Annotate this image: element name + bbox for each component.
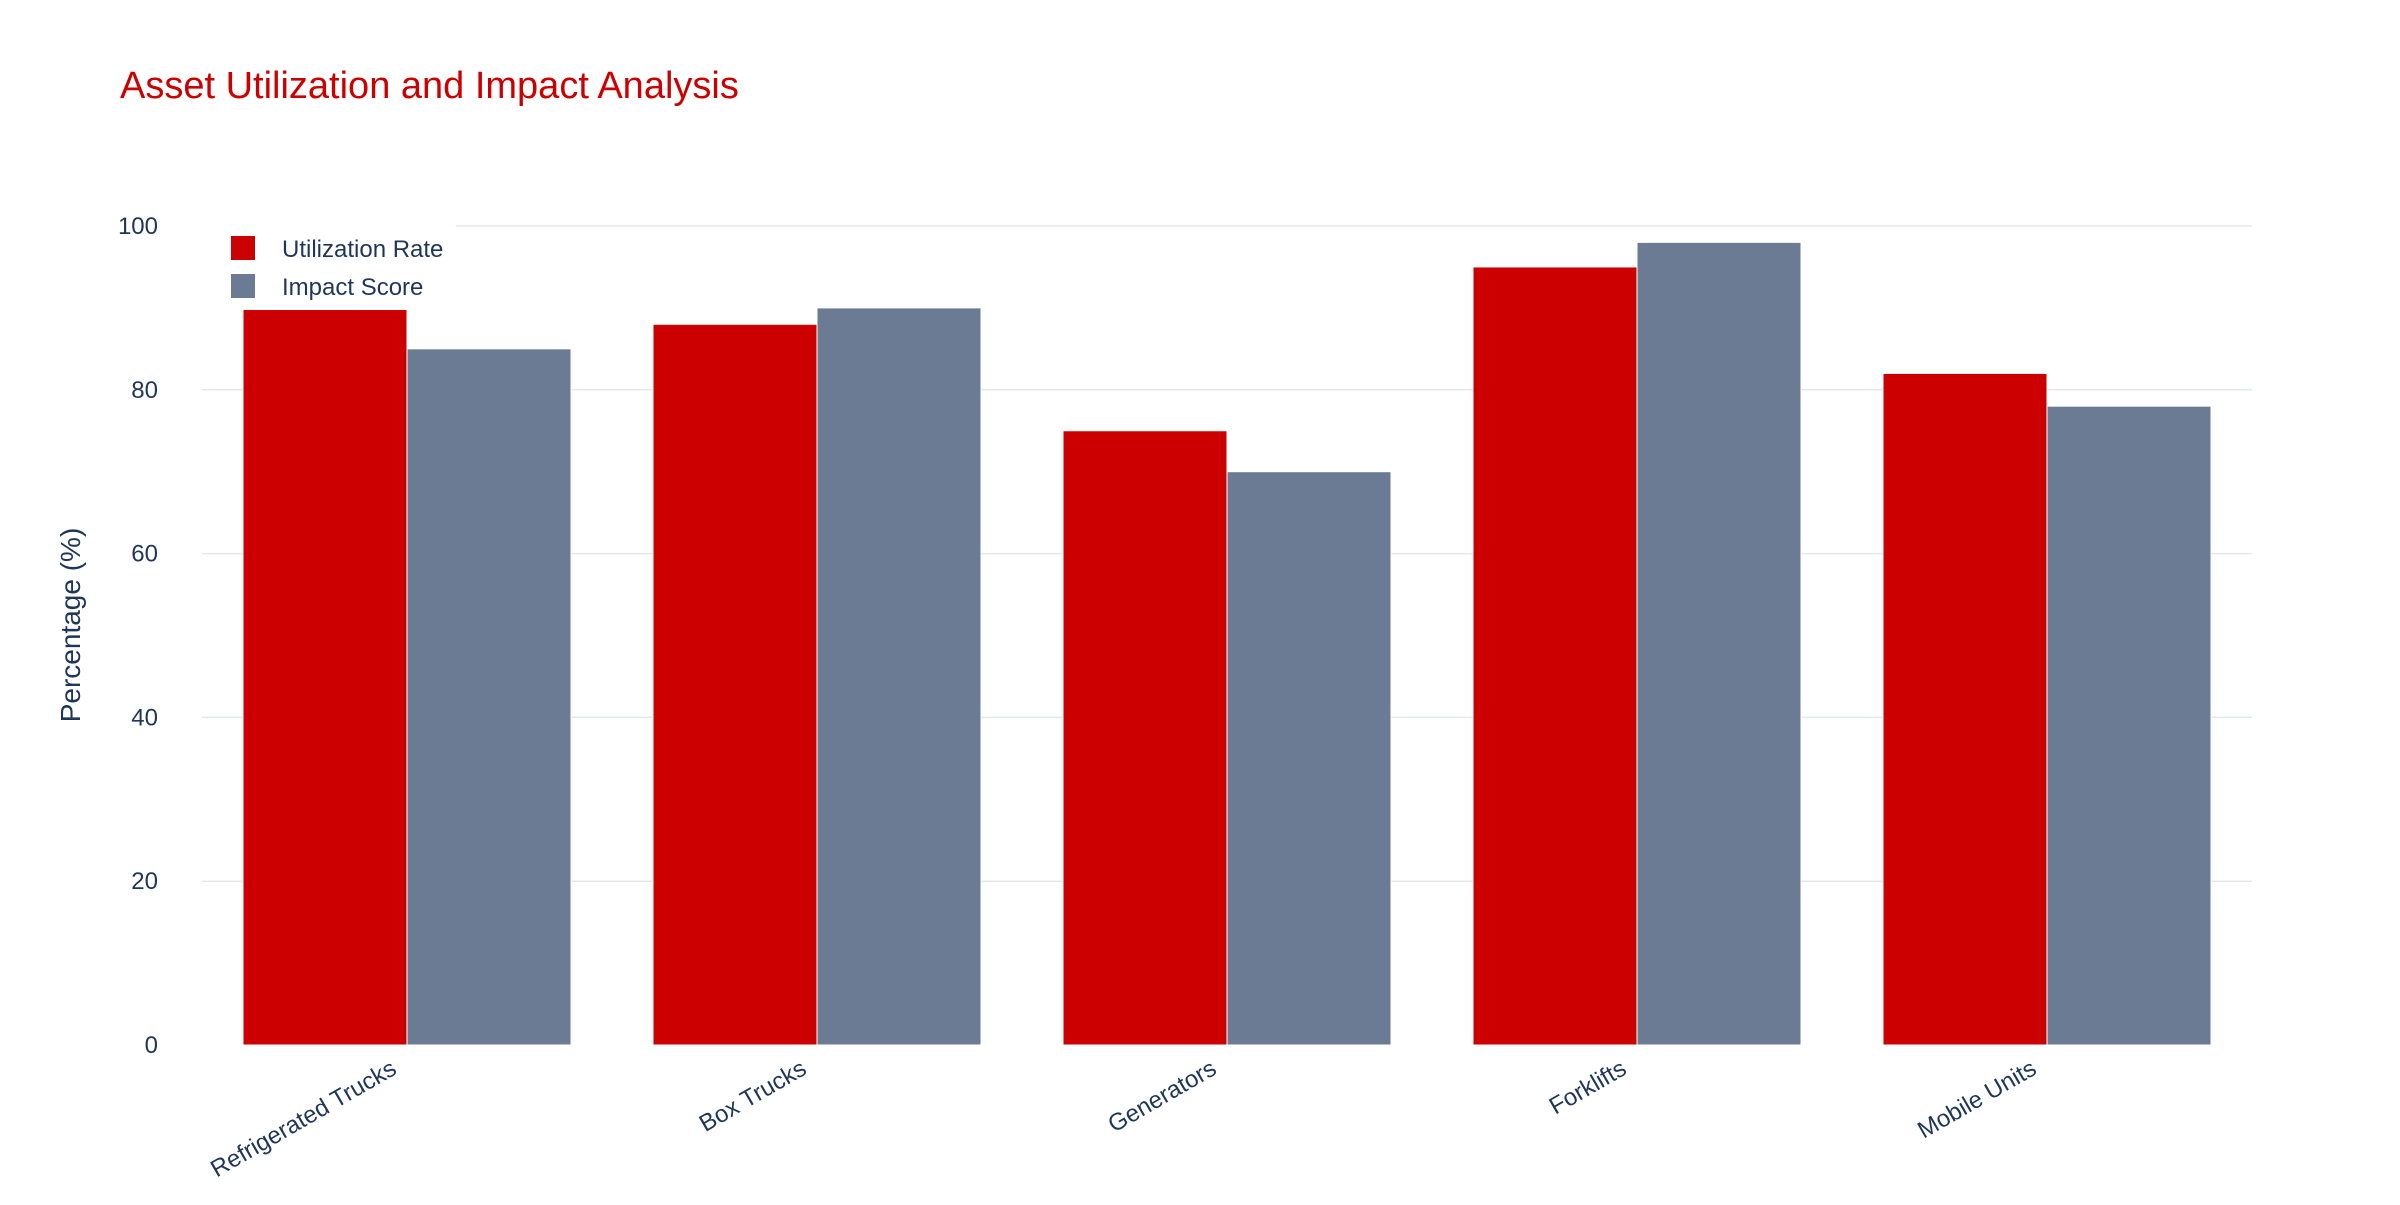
bar-impact-score-mobile-units[interactable] xyxy=(2046,405,2212,1046)
bar-utilization-rate-refrigerated-trucks[interactable] xyxy=(242,291,408,1046)
y-tick-label: 100 xyxy=(118,213,158,240)
bar-impact-score-box-trucks[interactable] xyxy=(816,307,982,1046)
x-tick-label: Forklifts xyxy=(1545,1055,1631,1120)
x-tick-label: Generators xyxy=(1104,1055,1221,1138)
y-tick-label: 40 xyxy=(131,704,158,731)
legend-label-utilization-rate[interactable]: Utilization Rate xyxy=(282,236,443,263)
bar-utilization-rate-forklifts[interactable] xyxy=(1472,266,1638,1046)
y-tick-label: 80 xyxy=(131,377,158,404)
x-tick-label: Refrigerated Trucks xyxy=(206,1055,401,1183)
legend[interactable]: Utilization Rate Impact Score xyxy=(202,222,456,310)
legend-swatch-utilization-rate[interactable] xyxy=(231,236,255,260)
x-tick-label: Box Trucks xyxy=(695,1055,811,1138)
bars xyxy=(242,241,2212,1046)
bar-impact-score-generators[interactable] xyxy=(1226,471,1392,1046)
x-axis-ticks: Refrigerated Trucks Box Trucks Generators F… xyxy=(206,1055,2041,1183)
y-axis-label: Percentage (%) xyxy=(55,528,86,723)
y-tick-label: 0 xyxy=(145,1032,158,1059)
y-axis-ticks: 0 20 40 60 80 100 xyxy=(118,213,158,1059)
x-tick-label: Mobile Units xyxy=(1913,1055,2041,1144)
y-tick-label: 60 xyxy=(131,541,158,568)
bar-utilization-rate-mobile-units[interactable] xyxy=(1882,372,2048,1046)
chart-title: Asset Utilization and Impact Analysis xyxy=(120,65,739,107)
y-tick-label: 20 xyxy=(131,868,158,895)
bar-utilization-rate-generators[interactable] xyxy=(1062,430,1228,1046)
bar-utilization-rate-box-trucks[interactable] xyxy=(652,323,818,1046)
bar-impact-score-forklifts[interactable] xyxy=(1636,241,1802,1046)
legend-label-impact-score[interactable]: Impact Score xyxy=(282,274,423,301)
bar-impact-score-refrigerated-trucks[interactable] xyxy=(406,348,572,1046)
legend-swatch-impact-score[interactable] xyxy=(231,274,255,298)
